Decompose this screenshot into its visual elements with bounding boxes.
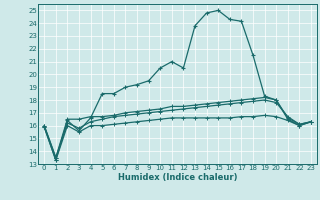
X-axis label: Humidex (Indice chaleur): Humidex (Indice chaleur) xyxy=(118,173,237,182)
